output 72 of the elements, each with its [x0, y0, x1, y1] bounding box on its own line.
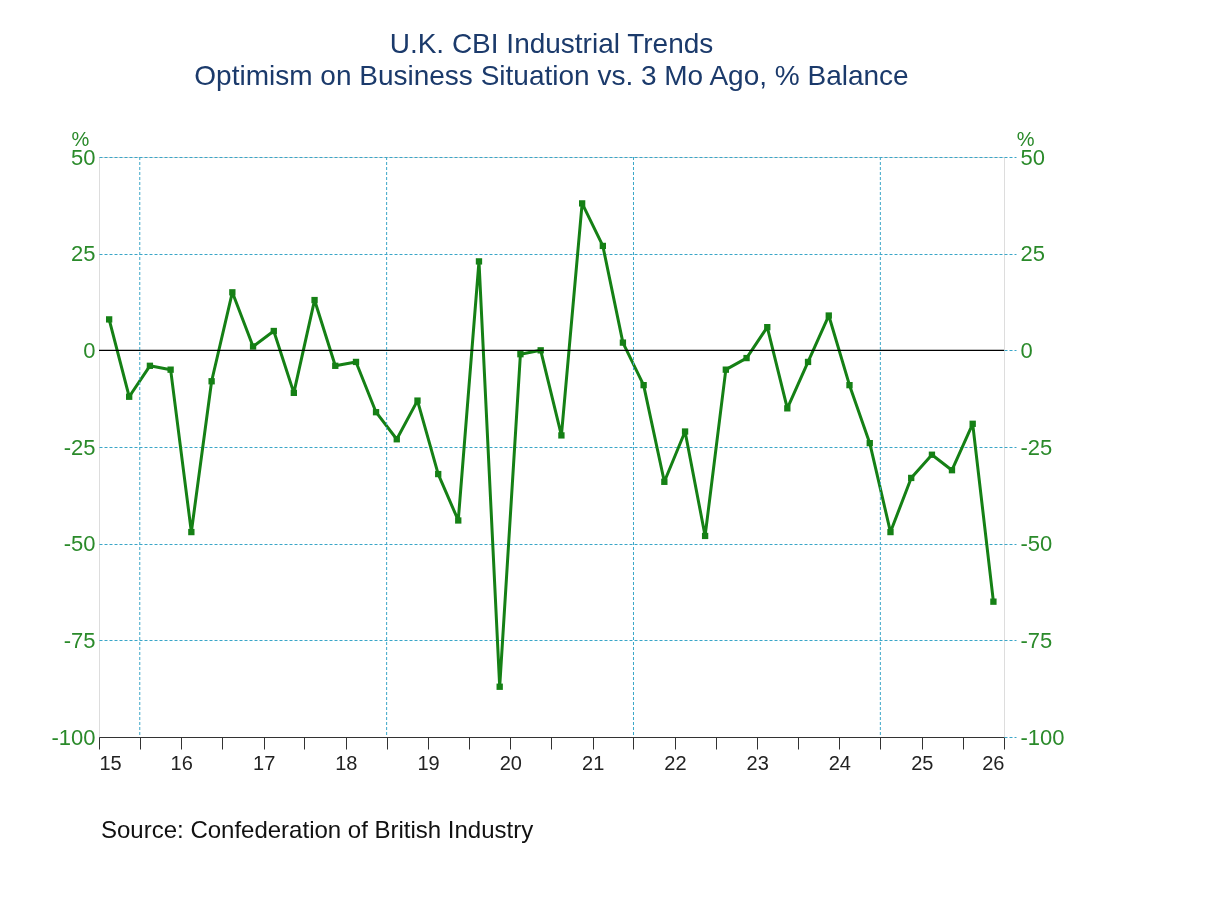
y2-tick-label: -100 [1020, 724, 1065, 750]
point [496, 683, 503, 690]
point [784, 405, 791, 412]
source-note: Source: Confederation of British Industry [101, 816, 534, 843]
point [332, 362, 339, 369]
point [146, 362, 154, 369]
point [969, 420, 976, 427]
point [455, 517, 462, 524]
x-tick-label: 18 [335, 751, 358, 774]
point [578, 200, 586, 207]
point [599, 242, 607, 250]
point [435, 470, 442, 478]
point [475, 258, 483, 265]
point [208, 378, 215, 385]
y2-tick-label: -25 [1020, 434, 1053, 460]
point [311, 296, 318, 304]
point [681, 428, 689, 435]
point [167, 366, 174, 373]
point [290, 389, 297, 397]
y2-tick-label: 25 [1020, 241, 1045, 267]
point [846, 381, 853, 389]
point [393, 436, 400, 443]
point [990, 598, 997, 605]
point [825, 312, 832, 319]
point [188, 528, 195, 536]
point [372, 409, 380, 416]
point [558, 432, 565, 439]
y2-tick-label: 0 [1020, 337, 1033, 363]
point [928, 451, 936, 458]
point [249, 343, 257, 350]
y-tick-label: -25 [63, 434, 96, 460]
y-axis-title: % [71, 127, 90, 150]
point [414, 397, 421, 404]
x-tick-label: 20 [499, 751, 522, 774]
point [701, 532, 709, 540]
point [764, 323, 771, 331]
x-tick-label: 17 [253, 751, 276, 774]
y-tick-label: -100 [51, 724, 96, 750]
point [517, 351, 524, 358]
point [948, 467, 956, 474]
chart-subtitle: Optimism on Business Situation vs. 3 Mo Ago, % Balance [194, 60, 909, 91]
x-tick-label: 26 [982, 751, 1005, 774]
x-tick-label: 22 [664, 751, 687, 774]
x-tick-label: 16 [170, 751, 193, 774]
y-tick-label: -50 [63, 531, 96, 557]
point [908, 474, 915, 482]
x-tick-label: 23 [746, 751, 769, 774]
point [105, 316, 113, 323]
point [866, 439, 873, 447]
point [722, 366, 729, 373]
point [352, 358, 360, 366]
y-tick-label: -75 [63, 627, 96, 653]
x-tick-label: 25 [911, 751, 934, 774]
point [887, 528, 894, 536]
point [661, 478, 668, 485]
x-tick-label: 24 [828, 751, 851, 774]
point [804, 358, 812, 366]
y-tick-label: 0 [83, 337, 96, 363]
point [126, 393, 133, 400]
y2-tick-label: -50 [1020, 531, 1053, 557]
point [640, 381, 647, 389]
point [743, 354, 750, 362]
x-tick-label: 15 [99, 751, 122, 774]
point [229, 289, 236, 296]
x-tick-label: 19 [417, 751, 440, 774]
y-tick-label: 25 [71, 241, 96, 267]
point [619, 339, 627, 346]
x-tick-label: 21 [582, 751, 605, 774]
y2-axis-title: % [1016, 127, 1035, 150]
chart-title: U.K. CBI Industrial Trends [389, 28, 714, 59]
point [270, 327, 277, 335]
y2-tick-label: -75 [1020, 627, 1053, 653]
